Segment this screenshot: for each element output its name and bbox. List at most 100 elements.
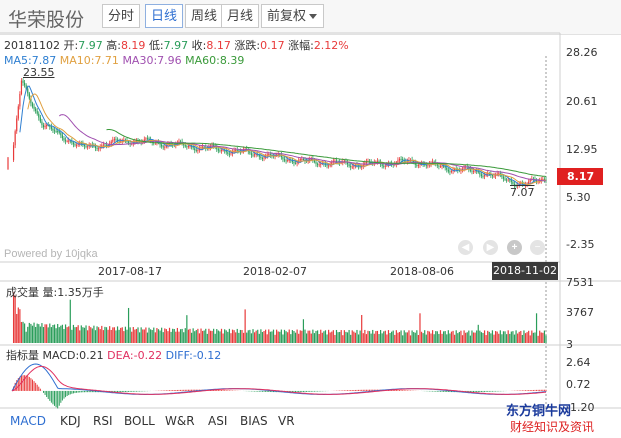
volume-bar xyxy=(52,324,54,343)
volume-bar xyxy=(186,315,188,343)
candle-body xyxy=(112,139,114,142)
volume-bar xyxy=(250,333,253,343)
volume-bar xyxy=(315,330,317,343)
ma-line: MA5:7.87 MA10:7.71 MA30:7.96 MA60:8.39 xyxy=(4,54,244,67)
volume-bar xyxy=(482,332,484,343)
candle-body xyxy=(483,175,486,177)
candle-body xyxy=(140,142,142,143)
candle-body xyxy=(383,165,385,167)
volume-bar xyxy=(518,331,520,343)
volume-bar xyxy=(118,329,120,343)
tab-intraday[interactable]: 分时 xyxy=(102,4,140,28)
tab-vr[interactable]: VR xyxy=(278,414,295,428)
zoom-in-icon[interactable]: + xyxy=(507,240,522,255)
candle-body xyxy=(287,160,289,161)
candle-body xyxy=(416,164,418,166)
volume-bar xyxy=(233,330,235,343)
volume-bar xyxy=(403,330,405,343)
volume-bar xyxy=(383,331,385,343)
volume-bar xyxy=(285,331,287,343)
scroll-left-icon[interactable]: ◀ xyxy=(458,240,473,255)
tab-monthly[interactable]: 月线 xyxy=(221,4,259,28)
volume-bar xyxy=(532,332,534,343)
volume-bar xyxy=(274,334,276,343)
volume-bar xyxy=(230,333,232,343)
candle-body xyxy=(159,142,161,145)
candle-body xyxy=(419,164,421,166)
tab-bias[interactable]: BIAS xyxy=(240,414,268,428)
tab-daily[interactable]: 日线 xyxy=(145,4,183,28)
candle-body xyxy=(471,170,473,172)
candle-body xyxy=(498,173,500,175)
volume-bar xyxy=(85,325,87,343)
zoom-out-icon[interactable]: − xyxy=(530,240,545,255)
volume-bar xyxy=(146,332,149,343)
ma10-value: MA10:7.71 xyxy=(59,54,119,67)
volume-bar xyxy=(183,332,185,343)
candle-body xyxy=(269,154,271,155)
tab-boll[interactable]: BOLL xyxy=(124,414,155,428)
tab-wr[interactable]: W&R xyxy=(165,414,195,428)
volume-bar xyxy=(378,334,380,343)
low-annotation: 7.07 xyxy=(510,186,535,199)
volume-bar xyxy=(31,325,34,343)
candle-body xyxy=(71,141,73,143)
tab-weekly[interactable]: 周线 xyxy=(185,4,223,28)
ma30-value: MA30:7.96 xyxy=(122,54,182,67)
current-price-badge: 8.17 xyxy=(557,168,603,185)
volume-bar xyxy=(321,332,323,343)
volume-bar xyxy=(277,331,279,343)
volume-bar xyxy=(112,327,114,343)
candle-body xyxy=(501,174,503,177)
tab-kdj[interactable]: KDJ xyxy=(60,414,81,428)
volume-bar xyxy=(471,330,473,343)
volume-bar xyxy=(167,331,169,343)
volume-bar xyxy=(30,323,32,343)
candle-body xyxy=(443,165,445,167)
candle-body xyxy=(299,159,301,161)
volume-bar xyxy=(373,333,375,343)
candle-body xyxy=(422,163,424,165)
volume-bar xyxy=(208,328,210,343)
candle-body xyxy=(521,183,523,185)
candle-body xyxy=(31,103,34,107)
candle-body xyxy=(436,164,438,166)
volume-bar xyxy=(257,329,259,343)
candle-body xyxy=(280,155,282,158)
volume-bar xyxy=(545,335,547,343)
adjust-dropdown[interactable]: 前复权 xyxy=(261,4,324,28)
volume-bar xyxy=(299,330,301,343)
candle-body xyxy=(331,162,333,165)
candle-body xyxy=(265,155,267,158)
volume-bar xyxy=(331,331,333,343)
volume-bar xyxy=(263,331,265,343)
candle-body xyxy=(542,179,544,180)
candle-body xyxy=(512,181,514,185)
volume-bar xyxy=(443,331,445,343)
candle-body xyxy=(427,165,429,167)
candle-body xyxy=(195,150,197,151)
volume-bar xyxy=(241,330,243,343)
candle-body xyxy=(63,138,65,141)
candle-body xyxy=(261,158,264,159)
tab-asi[interactable]: ASI xyxy=(208,414,228,428)
tab-macd[interactable]: MACD xyxy=(10,414,46,428)
volume-bar xyxy=(402,335,404,343)
price-tick-1: 28.26 xyxy=(566,46,598,59)
candle-body xyxy=(135,140,138,142)
candle-body xyxy=(64,140,67,142)
volume-bar xyxy=(468,330,470,343)
volume-bar xyxy=(20,322,23,343)
volume-bar xyxy=(113,327,115,343)
volume-bar xyxy=(190,332,193,343)
volume-bar xyxy=(307,330,309,343)
volume-bar xyxy=(452,330,454,343)
tab-rsi[interactable]: RSI xyxy=(93,414,113,428)
volume-bar xyxy=(50,327,52,343)
volume-bar xyxy=(305,333,308,343)
volume-bar xyxy=(260,329,262,343)
volume-bar xyxy=(39,326,41,343)
scroll-right-icon[interactable]: ▶ xyxy=(483,240,498,255)
volume-bar xyxy=(224,329,226,343)
candle-body xyxy=(425,164,427,166)
